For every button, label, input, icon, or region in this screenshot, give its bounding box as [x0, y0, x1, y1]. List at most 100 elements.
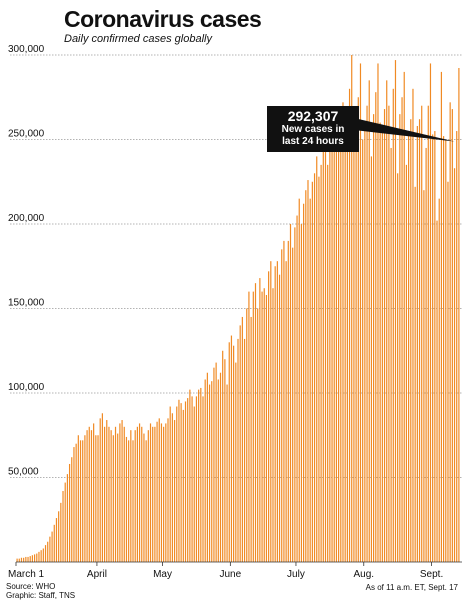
data-bar — [416, 125, 418, 562]
data-bar — [370, 156, 373, 562]
data-bar — [77, 435, 79, 562]
data-bar — [233, 345, 235, 562]
data-bar — [64, 482, 66, 562]
data-bar — [425, 147, 427, 562]
annotation-line2: last 24 hours — [282, 136, 344, 147]
y-tick-label: 50,000 — [8, 467, 39, 478]
data-bar — [206, 372, 208, 562]
data-bar — [25, 556, 27, 562]
data-bar — [224, 359, 226, 562]
data-bar — [381, 131, 383, 563]
data-bar — [340, 119, 342, 562]
data-bar — [84, 435, 86, 562]
data-bar — [173, 420, 176, 562]
data-bar — [97, 435, 99, 562]
data-bar — [331, 131, 333, 563]
data-bar — [163, 426, 165, 562]
data-bar — [42, 548, 44, 562]
data-bar — [379, 122, 381, 562]
data-bar — [401, 97, 403, 562]
data-bar — [265, 294, 268, 562]
data-bar — [311, 181, 313, 562]
data-bar — [449, 102, 451, 562]
data-bar — [58, 511, 60, 562]
grid-layer: 300,000 250,000 200,000 150,000 100,000 50,00… — [8, 44, 462, 478]
data-bar — [73, 447, 75, 562]
data-bar — [394, 60, 397, 562]
chart-subtitle: Daily confirmed cases globally — [64, 33, 212, 45]
data-bar — [176, 406, 178, 562]
data-bar — [322, 147, 324, 562]
data-bar — [272, 288, 274, 562]
data-bar — [86, 430, 88, 562]
data-bar — [438, 198, 440, 562]
data-bar — [351, 55, 353, 562]
y-tick-label: 300,000 — [8, 44, 45, 55]
data-bar — [101, 413, 103, 562]
data-bar — [23, 557, 25, 562]
annotation-value: 292,307 — [287, 108, 339, 124]
data-bar — [158, 418, 160, 562]
data-bar — [66, 474, 68, 562]
data-bar — [215, 362, 217, 562]
data-bar — [453, 168, 456, 563]
source-credit: Source: WHO Graphic: Staff, TNS — [6, 582, 75, 600]
data-bar — [29, 556, 31, 562]
data-bar — [458, 68, 460, 562]
data-bar — [313, 173, 316, 563]
data-bar — [429, 63, 432, 562]
data-bar — [346, 114, 348, 563]
data-bar — [421, 105, 423, 562]
data-bar — [268, 271, 270, 562]
data-bar — [333, 114, 335, 563]
data-bar — [208, 384, 211, 562]
data-bar — [324, 131, 327, 563]
data-bar — [318, 176, 320, 562]
data-bar — [344, 131, 346, 563]
data-bar — [294, 227, 296, 562]
data-bar — [106, 420, 108, 562]
x-tick-label: Aug. — [353, 569, 374, 580]
data-bar — [390, 147, 392, 562]
data-bar — [130, 430, 132, 562]
data-bar — [219, 372, 222, 562]
data-bar — [202, 396, 204, 562]
data-bar — [353, 131, 355, 563]
data-bar — [193, 406, 195, 562]
data-bar — [31, 555, 33, 562]
data-bar — [377, 63, 379, 562]
data-bar — [222, 350, 224, 562]
data-bar — [327, 164, 329, 562]
data-bar — [456, 131, 458, 563]
data-bar — [307, 180, 309, 562]
data-bar — [198, 389, 200, 562]
data-bar — [405, 164, 408, 562]
data-bar — [397, 173, 399, 563]
data-bar — [147, 430, 149, 562]
data-bar — [296, 215, 298, 563]
data-bar — [298, 198, 300, 562]
data-bar — [195, 396, 198, 562]
data-bar — [423, 190, 425, 562]
data-bar — [114, 426, 117, 562]
data-bar — [287, 240, 289, 562]
data-bar — [342, 102, 344, 562]
data-bar — [136, 426, 138, 562]
data-bar — [110, 430, 112, 562]
data-bar — [338, 125, 340, 562]
as-of-note: As of 11 a.m. ET, Sept. 17 — [365, 583, 458, 592]
data-bar — [160, 423, 163, 562]
data-bar — [169, 406, 171, 562]
graphic-credit: Graphic: Staff, TNS — [6, 591, 76, 600]
axis-layer: March 1 April May June July Aug. Sept. — [8, 561, 462, 580]
data-bar — [241, 316, 243, 562]
data-bar — [436, 220, 438, 562]
y-tick-label: 200,000 — [8, 213, 45, 224]
annotation-line1: New cases in — [281, 124, 345, 135]
data-bar — [143, 433, 145, 562]
data-bar — [243, 338, 246, 562]
data-bar — [285, 261, 287, 562]
y-tick-label: 100,000 — [8, 382, 45, 393]
data-bar — [125, 436, 128, 562]
data-bar — [320, 164, 322, 562]
